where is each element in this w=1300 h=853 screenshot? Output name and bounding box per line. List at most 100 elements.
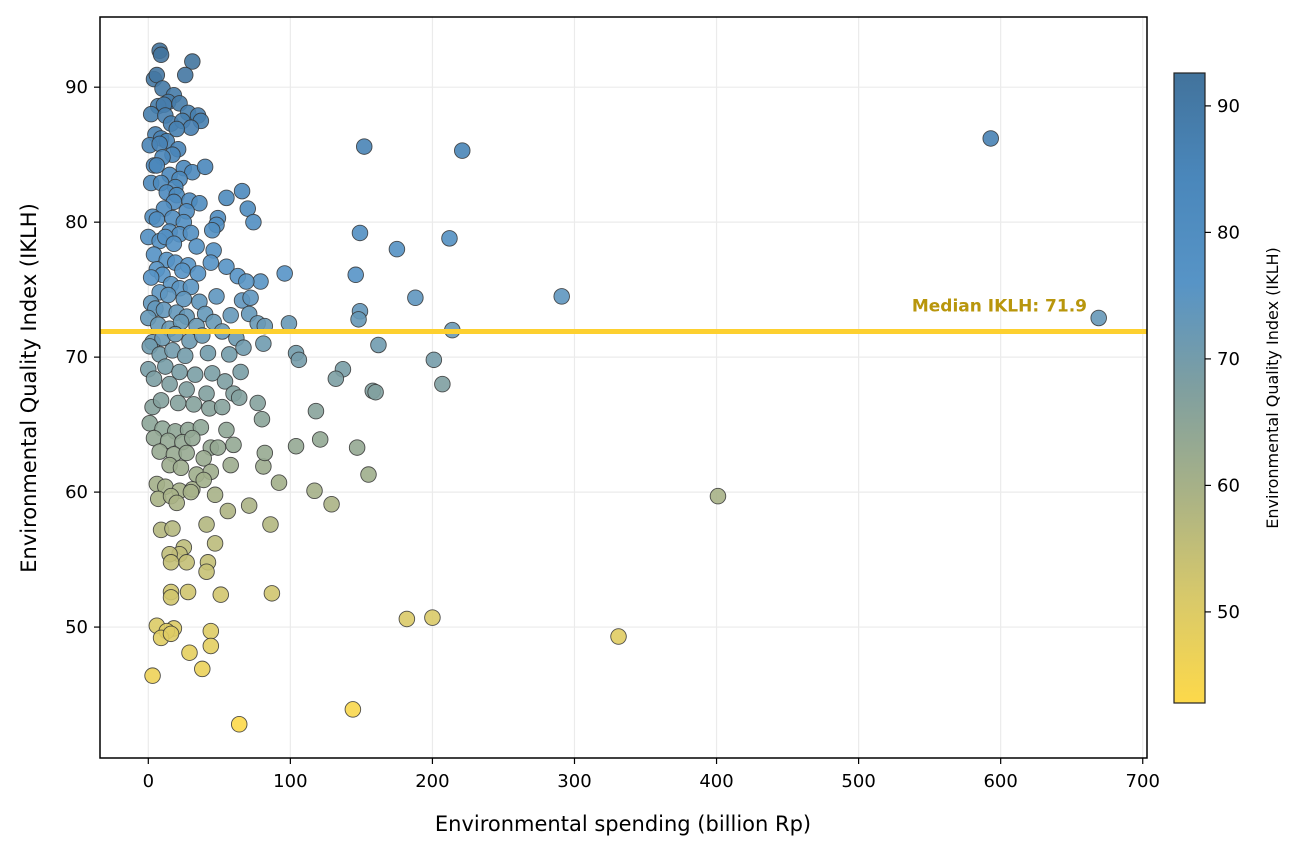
data-point <box>184 53 201 70</box>
data-point <box>198 563 215 580</box>
data-point <box>162 554 180 571</box>
data-point <box>351 224 369 242</box>
data-point <box>178 444 195 462</box>
data-point <box>360 466 377 483</box>
colorbar-gradient <box>1173 72 1206 704</box>
data-point <box>186 366 204 383</box>
x-tick-label: 400 <box>699 771 733 792</box>
data-point <box>169 394 187 412</box>
data-point <box>222 456 239 474</box>
data-point <box>280 315 298 332</box>
data-point <box>709 487 727 505</box>
data-point <box>262 516 279 533</box>
data-point <box>213 398 231 416</box>
data-point <box>553 288 570 305</box>
data-point <box>290 351 308 369</box>
data-point <box>202 622 220 640</box>
x-axis-ticks: 0 100 200 300 400 500 600 700 <box>143 758 1160 792</box>
data-point <box>176 347 194 365</box>
data-point <box>270 474 288 491</box>
y-tick-label: 80 <box>65 212 88 233</box>
data-point <box>175 290 193 308</box>
data-point <box>198 385 215 402</box>
data-point <box>151 135 168 153</box>
data-point <box>218 258 235 275</box>
data-point <box>407 289 424 306</box>
data-point <box>242 289 259 306</box>
y-tick-label: 90 <box>65 77 88 98</box>
data-points <box>140 42 1107 733</box>
data-point <box>189 265 207 282</box>
data-point <box>142 105 160 123</box>
data-point <box>230 389 248 406</box>
data-point <box>179 583 197 601</box>
data-point <box>253 410 271 428</box>
data-point <box>238 273 255 290</box>
median-label: Median IKLH: 71.9 <box>912 296 1087 316</box>
data-point <box>165 235 183 253</box>
data-point <box>610 628 627 645</box>
colorbar-tick-label: 50 <box>1217 602 1240 623</box>
data-point <box>276 265 293 282</box>
data-point <box>188 238 205 255</box>
data-point <box>221 346 238 363</box>
colorbar-tick-label: 60 <box>1217 475 1240 496</box>
data-point <box>230 716 248 733</box>
data-point <box>398 610 416 628</box>
colorbar-tick-label: 90 <box>1217 96 1240 117</box>
data-point <box>350 311 367 328</box>
y-tick-label: 50 <box>65 617 88 638</box>
data-point <box>164 520 181 537</box>
y-tick-label: 60 <box>65 482 88 503</box>
data-point <box>232 363 249 381</box>
data-point <box>142 269 160 286</box>
data-point <box>161 375 178 393</box>
data-point <box>367 383 384 401</box>
data-point <box>206 535 224 552</box>
data-point <box>151 443 168 460</box>
y-axis-ticks: 50 60 70 80 90 <box>65 77 100 638</box>
data-point <box>184 429 201 447</box>
data-point <box>181 644 198 661</box>
data-point <box>240 497 258 514</box>
data-point <box>182 119 200 136</box>
x-tick-label: 500 <box>841 771 875 792</box>
data-point <box>388 240 406 258</box>
x-tick-label: 300 <box>557 771 591 792</box>
data-point <box>196 158 214 176</box>
data-point <box>172 459 190 477</box>
y-tick-label: 70 <box>65 347 88 368</box>
data-point <box>424 609 441 626</box>
grid-lines <box>100 17 1147 758</box>
x-tick-label: 0 <box>143 771 154 792</box>
data-point <box>192 419 210 436</box>
data-point <box>148 211 166 228</box>
plot-frame <box>99 16 1148 759</box>
data-point <box>202 637 220 655</box>
x-tick-label: 700 <box>1126 771 1160 792</box>
data-point <box>178 554 195 571</box>
data-point <box>311 431 329 448</box>
data-point <box>235 339 252 356</box>
x-tick-label: 100 <box>273 771 307 792</box>
data-point <box>171 363 188 381</box>
median-reference: Median IKLH: 71.9 <box>100 296 1147 334</box>
data-point <box>176 66 194 84</box>
data-point <box>1090 309 1107 327</box>
data-point <box>178 381 195 398</box>
data-point <box>434 375 451 393</box>
data-point <box>144 667 161 684</box>
data-point <box>198 516 215 533</box>
data-point <box>219 502 237 520</box>
data-point <box>182 483 200 501</box>
data-point <box>168 120 185 138</box>
colorbar-tick-label: 70 <box>1217 349 1240 370</box>
data-point <box>206 486 224 504</box>
data-point <box>203 365 221 382</box>
data-point <box>152 46 170 64</box>
data-point <box>222 307 239 324</box>
data-point <box>185 396 203 413</box>
data-point <box>245 213 262 231</box>
data-point <box>195 450 212 467</box>
data-point <box>174 262 191 279</box>
